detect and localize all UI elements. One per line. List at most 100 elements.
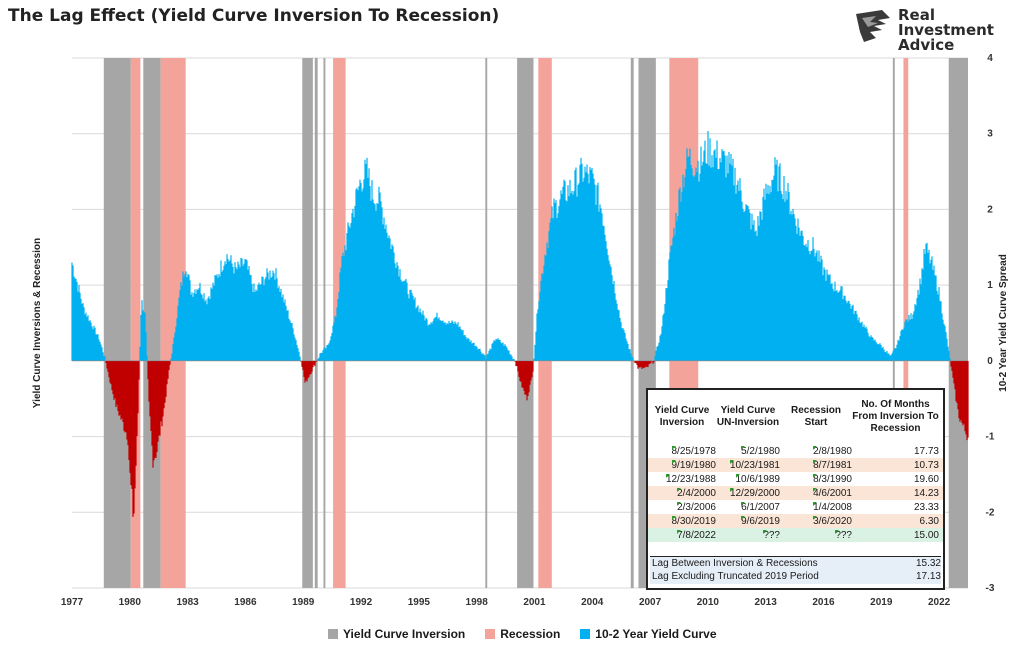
curve-point (245, 262, 246, 263)
summary-value: 17.13 (915, 571, 941, 582)
curve-point (254, 292, 255, 293)
curve-layer (71, 130, 969, 517)
curve-point (823, 269, 824, 270)
curve-point (765, 194, 766, 195)
y-tick-label: 0 (987, 356, 993, 367)
x-tick-label: 1977 (61, 597, 84, 608)
curve-point (592, 179, 593, 180)
x-tick-label: 1992 (350, 597, 373, 608)
y-tick-label: -1 (986, 432, 995, 443)
curve-point (185, 262, 186, 263)
curve-point (145, 315, 146, 316)
curve-point (305, 383, 306, 384)
cell-inversion: 2/4/2000 (648, 488, 716, 499)
cell-inversion: 7/8/2022 (648, 530, 716, 541)
right-axis-label: 10-2 Year Yield Curve Spread (998, 254, 1009, 392)
cell-recession: 1/4/2008 (780, 502, 852, 513)
x-tick-label: 1980 (119, 597, 142, 608)
curve-point (931, 262, 932, 263)
curve-point (532, 375, 533, 376)
curve-point (104, 356, 105, 357)
curve-point (116, 406, 117, 407)
curve-point (148, 406, 149, 407)
curve-point (91, 322, 92, 323)
curve-point (611, 269, 612, 270)
curve-point (127, 436, 128, 437)
curve-point (967, 436, 968, 437)
curve-point (755, 232, 756, 233)
curve-point (372, 194, 373, 195)
x-tick-label: 1983 (176, 597, 199, 608)
table-row: 2/3/2006 6/1/2007 1/4/2008 23.33 (648, 500, 943, 514)
curve-point (226, 254, 227, 255)
cell-uninversion: 10/23/1981 (716, 460, 780, 471)
eagle-icon (856, 10, 890, 42)
y-tick-label: -2 (986, 507, 995, 518)
curve-point (341, 262, 342, 263)
cell-months: 19.60 (913, 473, 939, 485)
x-tick-label: 2001 (523, 597, 546, 608)
cell-uninversion: 5/2/1980 (716, 446, 780, 457)
curve-negative-area (105, 360, 969, 517)
curve-point (409, 292, 410, 293)
cell-months: 17.73 (913, 445, 939, 457)
header-inversion: Yield Curve Inversion (654, 405, 710, 428)
inversion-band (892, 58, 895, 588)
cell-recession: 8/3/1990 (780, 474, 852, 485)
y-tick-label: 3 (987, 129, 993, 140)
cell-recession: 3/6/2020 (780, 516, 852, 527)
inversion-band (485, 58, 488, 588)
cell-months: 23.33 (913, 501, 939, 513)
inversion-band (517, 58, 534, 588)
curve-point (904, 322, 905, 323)
curve-point (360, 179, 361, 180)
table-row: 8/25/1978 5/2/1980 2/8/1980 17.73 (648, 444, 943, 458)
curve-point (572, 186, 573, 187)
inversion-band (323, 58, 326, 588)
curve-point (746, 209, 747, 210)
curve-point (861, 322, 862, 323)
curve-point (638, 368, 639, 369)
curve-point (83, 307, 84, 308)
curve-point (680, 186, 681, 187)
cell-uninversion: 9/6/2019 (716, 516, 780, 527)
header-months: No. Of Months From Inversion To Recessio… (852, 399, 939, 434)
chart-legend: Yield Curve Inversion Recession 10-2 Yea… (328, 627, 717, 641)
cell-recession: ??? (780, 530, 852, 541)
curve-point (389, 239, 390, 240)
x-tick-label: 1989 (292, 597, 315, 608)
curve-point (553, 209, 554, 210)
axis-layer: 4 3 2 1 0 -1 -2 -3 1977 1980 1983 1986 1989 1992 1995 1… (61, 53, 995, 608)
table-row-current: 7/8/2022?????? 15.00 (648, 528, 943, 542)
x-tick-label: 2007 (639, 597, 662, 608)
x-tick-label: 1998 (466, 597, 489, 608)
curve-point (881, 345, 882, 346)
curve-point (191, 292, 192, 293)
legend-swatch (328, 629, 338, 639)
curve-point (621, 322, 622, 323)
curve-point (813, 247, 814, 248)
cell-inversion: 12/23/1988 (648, 474, 716, 485)
cell-inversion: 8/25/1978 (648, 446, 717, 457)
cell-inversion: 2/3/2006 (648, 502, 716, 513)
inversion-band (630, 58, 634, 588)
curve-point (938, 292, 939, 293)
curve-point (164, 406, 165, 407)
header-uninversion: Yield Curve UN-Inversion (716, 405, 780, 428)
curve-point (545, 247, 546, 248)
x-tick-label: 1986 (234, 597, 257, 608)
curve-point (121, 421, 122, 422)
curve-point (958, 413, 959, 414)
legend-item-inversion: Yield Curve Inversion (328, 627, 465, 641)
curve-point (727, 163, 728, 164)
legend-item-recession: Recession (485, 627, 560, 641)
cell-uninversion: 6/1/2007 (716, 502, 780, 513)
table-row: 8/30/2019 9/6/2019 3/6/2020 6.30 (648, 514, 943, 528)
legend-label: 10-2 Year Yield Curve (595, 627, 717, 641)
recession-band (130, 58, 141, 588)
curve-point (98, 338, 99, 339)
curve-point (736, 179, 737, 180)
curve-point (526, 398, 527, 399)
logo-line-1: Real (898, 6, 935, 24)
